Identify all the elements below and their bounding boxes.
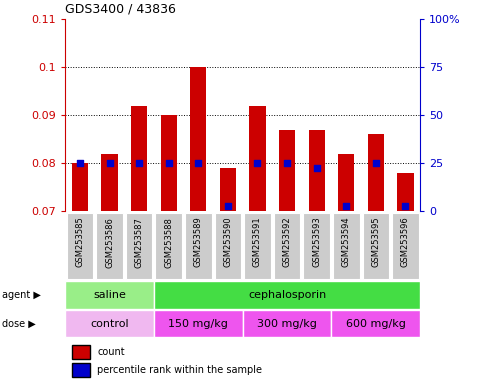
- Point: [76, 160, 84, 166]
- Text: 150 mg/kg: 150 mg/kg: [169, 318, 228, 329]
- Text: GSM253586: GSM253586: [105, 217, 114, 268]
- Text: GDS3400 / 43836: GDS3400 / 43836: [65, 2, 176, 15]
- Bar: [131, 106, 147, 211]
- Text: GSM253588: GSM253588: [164, 217, 173, 268]
- Text: agent ▶: agent ▶: [2, 290, 41, 300]
- FancyBboxPatch shape: [214, 213, 241, 279]
- Bar: [220, 168, 236, 211]
- Text: count: count: [97, 347, 125, 357]
- FancyBboxPatch shape: [242, 310, 331, 338]
- Bar: [398, 173, 413, 211]
- Text: control: control: [90, 318, 129, 329]
- Point: [283, 160, 291, 166]
- Bar: [309, 130, 325, 211]
- Text: GSM253587: GSM253587: [135, 217, 143, 268]
- Bar: [72, 163, 88, 211]
- FancyBboxPatch shape: [185, 213, 212, 279]
- Text: GSM253594: GSM253594: [342, 217, 351, 267]
- FancyBboxPatch shape: [154, 310, 242, 338]
- Text: GSM253593: GSM253593: [312, 217, 321, 268]
- Point: [195, 160, 202, 166]
- Bar: [368, 134, 384, 211]
- Text: saline: saline: [93, 290, 126, 300]
- FancyBboxPatch shape: [67, 213, 93, 279]
- Text: GSM253585: GSM253585: [75, 217, 85, 268]
- Text: 300 mg/kg: 300 mg/kg: [257, 318, 317, 329]
- Bar: [190, 67, 206, 211]
- Bar: [161, 115, 177, 211]
- Bar: [249, 106, 266, 211]
- Point: [313, 165, 321, 171]
- FancyBboxPatch shape: [72, 345, 90, 359]
- FancyBboxPatch shape: [156, 213, 182, 279]
- Point: [135, 160, 143, 166]
- FancyBboxPatch shape: [274, 213, 300, 279]
- Text: GSM253590: GSM253590: [224, 217, 232, 267]
- Point: [165, 160, 172, 166]
- Point: [254, 160, 261, 166]
- Text: GSM253596: GSM253596: [401, 217, 410, 268]
- FancyBboxPatch shape: [65, 310, 154, 338]
- Bar: [101, 154, 118, 211]
- Point: [342, 204, 350, 210]
- FancyBboxPatch shape: [392, 213, 419, 279]
- Text: GSM253589: GSM253589: [194, 217, 203, 268]
- Bar: [338, 154, 355, 211]
- FancyBboxPatch shape: [363, 213, 389, 279]
- Text: GSM253591: GSM253591: [253, 217, 262, 267]
- Point: [224, 204, 232, 210]
- FancyBboxPatch shape: [126, 213, 153, 279]
- Text: GSM253592: GSM253592: [283, 217, 292, 267]
- Point: [106, 160, 114, 166]
- Text: cephalosporin: cephalosporin: [248, 290, 326, 300]
- FancyBboxPatch shape: [96, 213, 123, 279]
- Point: [401, 204, 409, 210]
- Point: [372, 160, 380, 166]
- FancyBboxPatch shape: [331, 310, 420, 338]
- Text: GSM253595: GSM253595: [371, 217, 380, 267]
- FancyBboxPatch shape: [303, 213, 330, 279]
- FancyBboxPatch shape: [65, 281, 154, 309]
- Text: percentile rank within the sample: percentile rank within the sample: [97, 365, 262, 375]
- Text: dose ▶: dose ▶: [2, 318, 36, 329]
- Text: 600 mg/kg: 600 mg/kg: [346, 318, 406, 329]
- FancyBboxPatch shape: [154, 281, 420, 309]
- FancyBboxPatch shape: [72, 363, 90, 377]
- FancyBboxPatch shape: [333, 213, 359, 279]
- FancyBboxPatch shape: [244, 213, 271, 279]
- Bar: [279, 130, 295, 211]
